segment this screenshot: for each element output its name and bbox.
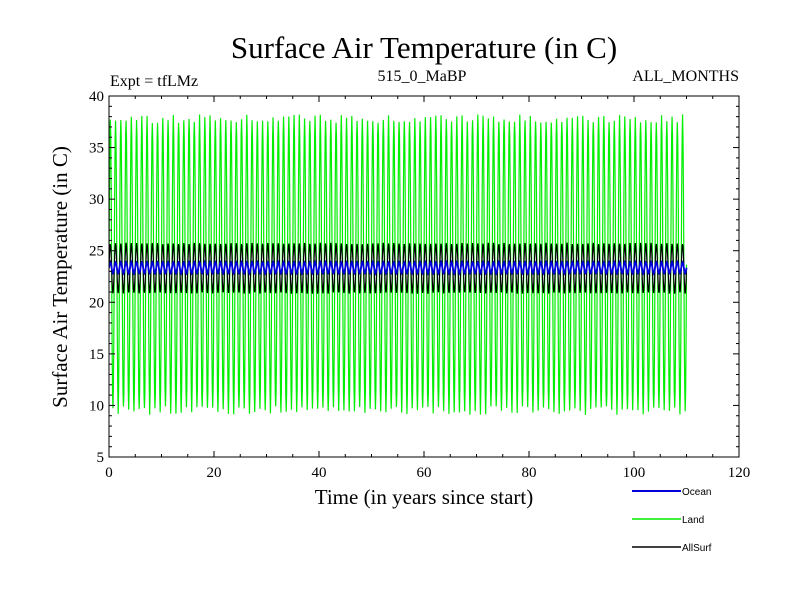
chart-subtitle-right: ALL_MONTHS: [632, 68, 739, 85]
x-tick-label: 100: [623, 465, 646, 481]
x-tick-label: 60: [417, 465, 432, 481]
x-tick-label: 20: [207, 465, 222, 481]
x-tick-label: 80: [522, 465, 537, 481]
y-tick-label: 20: [89, 295, 104, 311]
legend-label-ocean: Ocean: [682, 487, 711, 498]
y-tick-label: 35: [89, 141, 104, 157]
chart-subtitle-left: Expt = tfLMz: [110, 73, 198, 90]
y-axis-label: Surface Air Temperature (in C): [48, 146, 72, 408]
chart-subtitle-center: 515_0_MaBP: [378, 68, 467, 85]
x-tick-label: 0: [105, 465, 113, 481]
y-tick-label: 40: [89, 89, 104, 105]
series-layer: [109, 114, 688, 415]
x-tick-label: 120: [728, 465, 751, 481]
y-tick-label: 15: [89, 347, 104, 363]
legend-label-allsurf: AllSurf: [682, 543, 712, 554]
legend-label-land: Land: [682, 515, 704, 526]
chart-title: Surface Air Temperature (in C): [231, 30, 617, 65]
y-tick-label: 10: [89, 398, 104, 414]
y-tick-label: 30: [89, 192, 104, 208]
tick-layer: 0 20 40 60 80 100 120 5 10 15 20 25 30 35 40: [89, 89, 750, 481]
plot-area: 0 20 40 60 80 100 120 5 10 15 20 25 30 35 40: [89, 89, 750, 481]
series-line-ocean: [109, 259, 688, 276]
y-tick-label: 25: [89, 244, 104, 260]
x-tick-label: 40: [312, 465, 327, 481]
legend: Ocean Land AllSurf: [632, 487, 712, 554]
y-tick-label: 5: [97, 450, 105, 466]
x-axis-label: Time (in years since start): [315, 485, 534, 509]
